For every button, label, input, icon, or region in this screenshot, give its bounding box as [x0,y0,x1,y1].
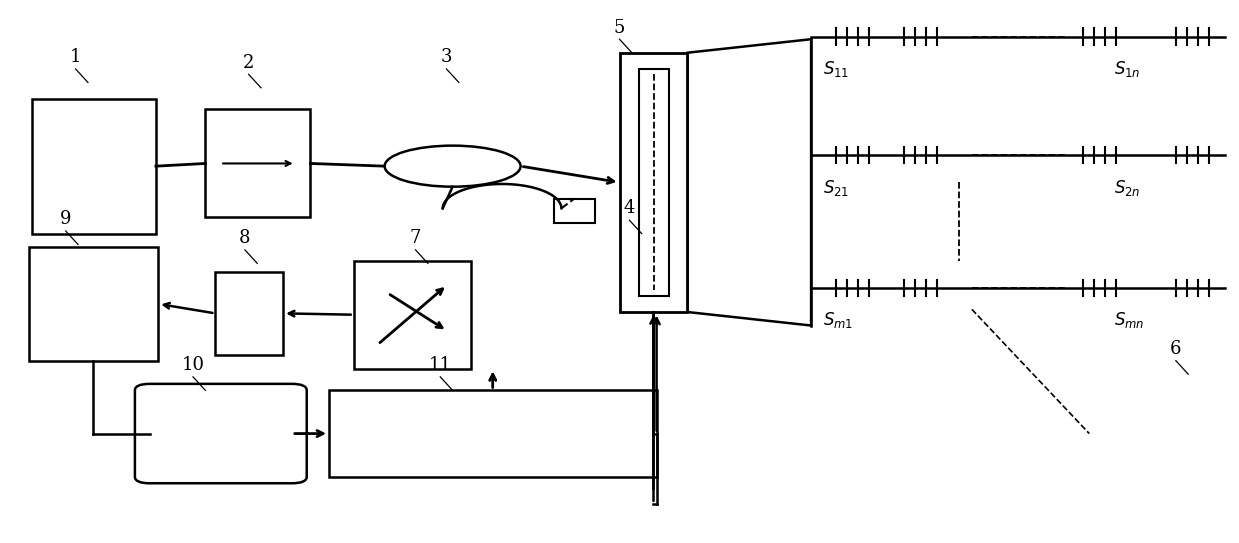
Text: $S_{mn}$: $S_{mn}$ [1114,311,1145,330]
Bar [28,247,159,361]
Text: 7: 7 [410,229,421,247]
Text: 2: 2 [243,54,254,72]
Text: 1: 1 [69,48,82,66]
Bar [216,272,284,355]
Text: $S_{21}$: $S_{21}$ [824,178,850,198]
Ellipse shape [384,146,520,187]
Bar [639,69,669,296]
Text: $S_{2n}$: $S_{2n}$ [1114,178,1141,198]
Text: 3: 3 [441,48,452,66]
Text: $S_{m1}$: $S_{m1}$ [824,311,854,330]
Bar [554,199,595,223]
Text: 4: 4 [623,199,636,218]
Text: 10: 10 [181,356,204,374]
Bar [620,53,688,312]
Text: 11: 11 [429,356,452,374]
Text: 8: 8 [239,229,250,247]
Text: $S_{1n}$: $S_{1n}$ [1114,59,1141,79]
Bar [353,261,471,369]
FancyBboxPatch shape [135,384,307,483]
Polygon shape [688,39,812,325]
Text: 9: 9 [59,210,72,228]
Text: 6: 6 [1170,340,1182,358]
Text: 5: 5 [613,18,626,36]
Bar [330,390,657,477]
Bar [32,99,156,233]
Text: $S_{11}$: $S_{11}$ [824,59,850,79]
Bar [206,110,311,218]
